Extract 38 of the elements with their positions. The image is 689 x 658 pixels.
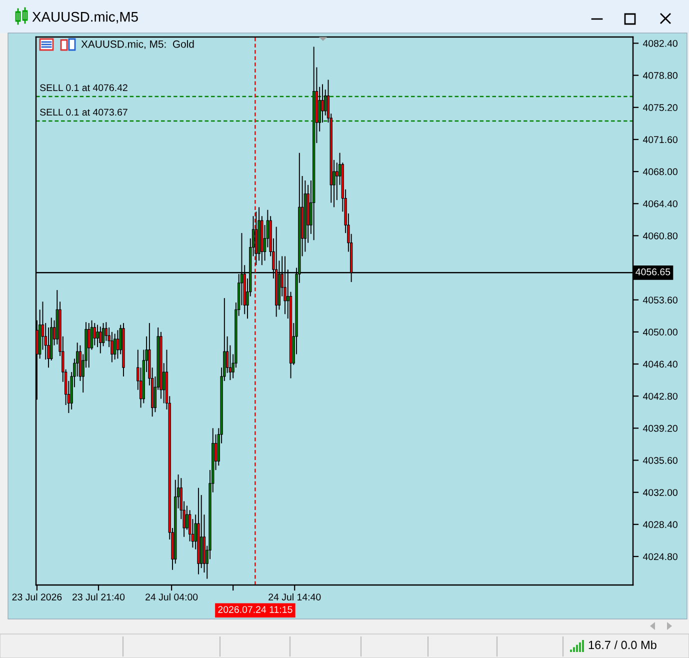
x-tick-label: 23 Jul 2026	[12, 593, 62, 600]
candlestick	[88, 322, 90, 368]
text: 16.7 / 0.0 Mb	[588, 640, 656, 650]
y-tick-label: 4039.20	[642, 424, 678, 432]
x-tick-label: 24 Jul 04:00	[146, 593, 198, 600]
chart-title: XAUUSD.mic,M5	[32, 12, 138, 24]
x-tick-label: 23 Jul 21:40	[72, 593, 125, 600]
y-tick-label: 4035.60	[642, 456, 678, 464]
y-tick-label: 4078.80	[642, 72, 678, 79]
y-tick-label: 4046.40	[642, 360, 678, 368]
y-tick-label: 4024.80	[642, 553, 678, 560]
candlestick	[186, 505, 188, 530]
ref-line-label: 4056.65	[636, 268, 670, 276]
candlestick	[99, 326, 102, 354]
candlestick	[96, 324, 99, 348]
ref-line-label: SELL 0.1 at 4073.67	[40, 108, 128, 116]
candlestick	[321, 84, 324, 124]
y-tick-label: 4068.00	[642, 168, 678, 176]
y-tick-label: 4082.40	[642, 40, 678, 47]
candlestick	[116, 330, 120, 360]
y-tick-label: 4032.00	[642, 489, 678, 496]
y-tick-label: 4028.40	[642, 521, 678, 528]
y-tick-label: 4050.00	[642, 328, 678, 336]
y-tick-label: 4053.60	[642, 296, 678, 304]
ref-line-label: SELL 0.1 at 4076.42	[40, 84, 128, 92]
y-tick-label: 4042.80	[642, 392, 678, 400]
x-tick-label: 24 Jul 14:40	[268, 593, 321, 600]
ref-line-label: 2026.07.24 11:15	[218, 606, 292, 613]
candlestick	[336, 162, 338, 201]
y-tick-label: 4075.20	[642, 104, 678, 112]
candlestick	[93, 322, 96, 346]
candlestick	[47, 327, 50, 368]
candlestick	[110, 331, 114, 363]
y-tick-label: 4060.80	[642, 232, 678, 240]
y-tick-label: 4071.60	[642, 136, 678, 144]
candlestick	[114, 333, 116, 360]
chart-subtitle: XAUUSD.mic, M5: Gold	[81, 40, 194, 50]
y-tick-label: 4064.40	[642, 200, 678, 208]
